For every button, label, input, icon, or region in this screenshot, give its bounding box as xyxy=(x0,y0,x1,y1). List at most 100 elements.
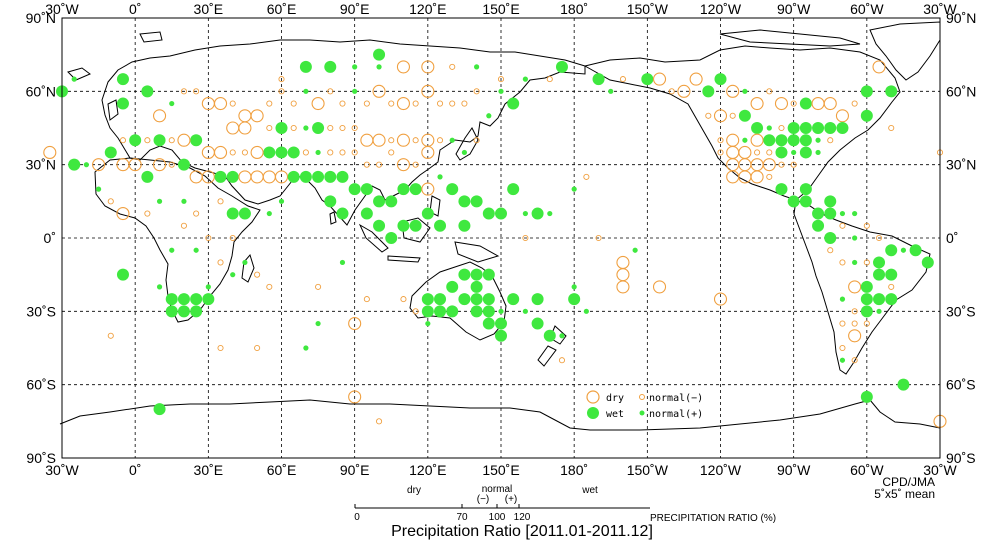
longitude-label: 120˚E xyxy=(409,462,446,478)
station-marker-wet xyxy=(470,195,483,208)
station-marker-minus xyxy=(766,149,773,156)
madagascar-outline xyxy=(241,253,255,283)
station-marker-plus xyxy=(303,125,309,131)
longitude-label: 150˚E xyxy=(482,462,519,478)
station-marker-minus xyxy=(619,76,626,83)
latitude-label: 60˚S xyxy=(26,377,56,393)
scale-dry-label: dry xyxy=(407,485,421,496)
station-marker-plus xyxy=(852,235,858,241)
station-marker-wet xyxy=(702,85,715,98)
station-marker-plus xyxy=(498,88,504,94)
station-marker-minus xyxy=(497,76,505,83)
station-marker-dry xyxy=(726,170,740,184)
station-marker-wet xyxy=(324,195,337,208)
station-marker-plus xyxy=(242,259,248,266)
station-marker-dry xyxy=(616,255,630,269)
station-marker-wet xyxy=(824,207,837,220)
station-marker-wet xyxy=(153,403,166,416)
station-marker-plus xyxy=(632,247,638,253)
station-marker-wet xyxy=(299,60,312,73)
station-marker-wet xyxy=(799,122,812,134)
station-marker-dry xyxy=(213,97,228,111)
station-marker-plus xyxy=(791,149,797,156)
scale-tick-label-120: 120 xyxy=(514,512,531,523)
station-marker-dry xyxy=(201,145,215,159)
station-marker-minus xyxy=(851,308,858,315)
station-marker-wet xyxy=(787,195,800,208)
station-marker-wet xyxy=(470,280,483,293)
station-marker-minus xyxy=(778,124,785,132)
station-marker-wet xyxy=(129,134,142,147)
continent-outlines xyxy=(59,21,941,431)
station-marker-wet xyxy=(873,268,886,281)
station-marker-minus xyxy=(400,296,407,303)
station-marker-dry xyxy=(421,60,435,74)
station-marker-plus xyxy=(266,210,272,217)
station-marker-minus xyxy=(193,88,200,95)
station-marker-minus xyxy=(888,283,895,290)
station-marker-minus xyxy=(558,357,566,364)
station-marker-minus xyxy=(144,137,151,144)
credit-label: CPD/JMA xyxy=(882,475,935,489)
station-marker-wet xyxy=(373,219,386,232)
station-marker-plus xyxy=(547,210,553,217)
station-marker-minus xyxy=(376,161,383,168)
longitude-label: 30˚W xyxy=(45,462,79,478)
station-marker-minus xyxy=(754,149,761,156)
station-marker-minus xyxy=(388,100,395,107)
station-marker-wet xyxy=(312,122,325,134)
station-marker-wet xyxy=(336,207,349,220)
station-marker-wet xyxy=(507,183,520,196)
station-marker-wet xyxy=(738,109,751,122)
station-marker-plus xyxy=(815,149,821,156)
station-marker-dry xyxy=(713,292,728,306)
station-marker-wet xyxy=(373,48,386,61)
station-marker-wet xyxy=(68,158,81,171)
station-marker-plus xyxy=(156,198,163,204)
station-marker-dry xyxy=(360,133,374,147)
station-marker-wet xyxy=(324,60,337,73)
station-marker-minus xyxy=(229,149,236,156)
latitude-label: 0˚ xyxy=(946,230,958,246)
station-marker-wet xyxy=(860,305,873,318)
station-marker-wet xyxy=(543,329,556,342)
station-marker-minus xyxy=(717,137,724,144)
longitude-label: 30˚E xyxy=(194,462,224,478)
station-marker-minus xyxy=(290,124,297,132)
longitude-label: 180˚ xyxy=(560,1,588,17)
station-marker-dry xyxy=(250,109,264,123)
station-marker-wet xyxy=(921,256,934,269)
station-marker-plus xyxy=(169,247,175,253)
station-marker-minus xyxy=(827,247,834,254)
latitude-label: 30˚S xyxy=(946,303,976,319)
station-marker-minus xyxy=(388,149,395,156)
station-marker-minus xyxy=(241,149,248,156)
station-marker-wet xyxy=(860,280,873,293)
station-marker-wet xyxy=(860,293,873,306)
station-marker-plus xyxy=(522,210,528,217)
longitude-labels-bottom: 30˚W 0˚ 30˚E 60˚E 90˚E 120˚E 150˚E 180˚ 150˚W 120… xyxy=(45,462,957,478)
latitude-label: 90˚S xyxy=(946,450,976,466)
station-marker-wet xyxy=(775,146,788,159)
station-marker-minus xyxy=(290,100,297,107)
station-marker-plus xyxy=(352,64,358,70)
scale-plus-label: (+) xyxy=(505,494,518,505)
station-marker-minus xyxy=(107,198,114,205)
station-marker-minus xyxy=(839,259,846,266)
station-marker-plus xyxy=(742,88,748,94)
station-marker-dry xyxy=(372,84,386,98)
antarctica-outline xyxy=(59,399,941,431)
station-marker-wet xyxy=(495,207,507,220)
station-marker-dry xyxy=(738,170,752,184)
station-marker-plus xyxy=(498,308,504,314)
legend-dry-label: dry xyxy=(606,393,624,404)
station-marker-minus xyxy=(168,137,175,144)
station-marker-minus xyxy=(278,76,285,83)
station-marker-wet xyxy=(799,183,812,196)
station-marker-minus xyxy=(875,234,883,242)
station-marker-minus xyxy=(266,283,273,290)
station-marker-wet xyxy=(446,183,459,196)
greenland-outline xyxy=(869,21,941,81)
station-marker-wet xyxy=(482,207,495,220)
station-marker-minus xyxy=(302,149,309,156)
